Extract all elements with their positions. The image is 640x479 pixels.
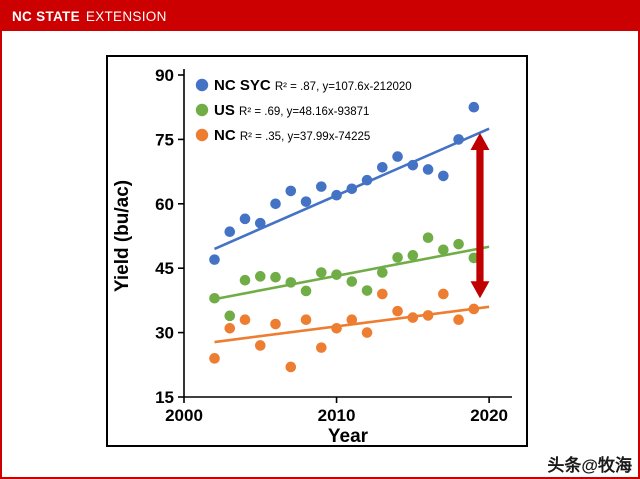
svg-text:15: 15 xyxy=(155,388,174,407)
axes xyxy=(178,69,512,403)
data-point xyxy=(254,340,266,351)
data-point xyxy=(209,292,220,304)
data-point xyxy=(300,285,312,297)
data-point xyxy=(209,353,220,364)
svg-text:2010: 2010 xyxy=(318,406,356,425)
legend-label: NC R² = .35, y=37.99x-74225 xyxy=(214,127,370,144)
data-point xyxy=(254,217,266,229)
data-point xyxy=(392,252,403,263)
svg-text:90: 90 xyxy=(155,66,174,85)
data-point xyxy=(300,196,312,207)
yield-chart: 15 30 45 60 75 90 2000 2010 2020 Year Yield (bu/ac… xyxy=(106,55,528,447)
data-point xyxy=(239,274,251,286)
legend-marker xyxy=(195,128,209,142)
data-point xyxy=(270,271,281,283)
legend: NC SYC R² = .87, y=107.6x-212020 US R² = … xyxy=(195,77,412,144)
legend-label: NC SYC R² = .87, y=107.6x-212020 xyxy=(214,77,412,94)
data-point xyxy=(377,162,388,173)
data-point xyxy=(254,271,266,282)
yield-chart-svg: 15 30 45 60 75 90 2000 2010 2020 Year Yield (bu/ac… xyxy=(112,66,512,445)
data-point xyxy=(407,312,419,323)
data-point xyxy=(285,361,297,373)
data-point xyxy=(361,327,373,338)
data-point xyxy=(316,181,327,192)
x-axis-title: Year xyxy=(328,426,369,445)
data-point xyxy=(361,285,373,296)
yield-gap-arrow xyxy=(470,132,490,299)
legend-label: US R² = .69, y=48.16x-93871 xyxy=(214,102,369,119)
legend-marker xyxy=(195,103,209,117)
data-point xyxy=(224,310,236,322)
data-point xyxy=(422,310,434,321)
data-point xyxy=(346,314,358,326)
data-point xyxy=(377,288,388,300)
data-point xyxy=(422,232,434,244)
data-point xyxy=(453,314,464,326)
data-point xyxy=(346,276,358,287)
data-point xyxy=(224,323,236,334)
data-point xyxy=(392,151,403,162)
svg-text:75: 75 xyxy=(155,130,174,149)
data-point xyxy=(438,244,449,256)
data-point xyxy=(239,314,251,326)
brand-unit: EXTENSION xyxy=(85,9,167,24)
watermark: 头条@牧海 xyxy=(547,456,632,475)
data-point xyxy=(285,277,297,288)
data-point xyxy=(361,174,373,186)
data-point xyxy=(377,267,388,278)
tick-labels: 15 30 45 60 75 90 2000 2010 2020 xyxy=(155,66,508,425)
svg-text:45: 45 xyxy=(155,259,174,278)
data-point xyxy=(468,101,480,113)
data-point xyxy=(239,213,251,225)
data-point xyxy=(453,238,464,250)
series-nc-syc xyxy=(209,101,490,265)
brand-banner: NC STATE EXTENSION xyxy=(2,2,638,31)
series-us xyxy=(209,232,490,322)
svg-text:2000: 2000 xyxy=(165,406,203,425)
data-point xyxy=(331,269,342,280)
data-point xyxy=(438,288,449,300)
y-axis-title: Yield (bu/ac) xyxy=(112,180,133,292)
svg-text:60: 60 xyxy=(155,195,174,214)
data-point xyxy=(224,226,236,238)
data-point xyxy=(331,189,342,201)
data-point xyxy=(331,323,342,334)
data-point xyxy=(422,164,434,175)
data-point xyxy=(392,305,403,317)
data-point xyxy=(468,303,480,315)
data-point xyxy=(407,159,419,171)
data-point xyxy=(300,314,312,326)
data-point xyxy=(316,267,327,278)
data-point xyxy=(270,198,281,210)
data-point xyxy=(270,318,281,330)
legend-marker xyxy=(195,78,209,92)
data-point xyxy=(453,134,464,145)
brand-name: NC STATE xyxy=(12,9,80,24)
data-point xyxy=(285,185,297,197)
data-point xyxy=(209,254,220,265)
data-point xyxy=(316,342,327,353)
data-point xyxy=(407,250,419,261)
data-point xyxy=(346,183,358,195)
svg-text:2020: 2020 xyxy=(470,406,508,425)
data-point xyxy=(438,170,449,182)
svg-text:30: 30 xyxy=(155,324,174,343)
series-nc xyxy=(209,288,490,373)
